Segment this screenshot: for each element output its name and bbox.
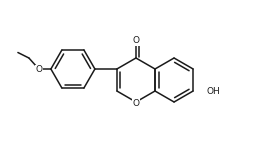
Text: OH: OH (206, 87, 220, 97)
Text: O: O (132, 36, 139, 45)
Text: O: O (35, 65, 42, 75)
Text: O: O (132, 98, 139, 108)
